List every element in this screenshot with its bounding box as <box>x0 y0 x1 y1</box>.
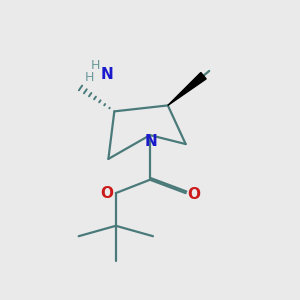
Text: H: H <box>84 71 94 84</box>
Text: O: O <box>188 187 200 202</box>
Text: N: N <box>100 67 113 82</box>
Text: N: N <box>145 134 158 149</box>
Polygon shape <box>168 73 206 105</box>
Text: H: H <box>90 59 100 72</box>
Text: O: O <box>100 186 113 201</box>
